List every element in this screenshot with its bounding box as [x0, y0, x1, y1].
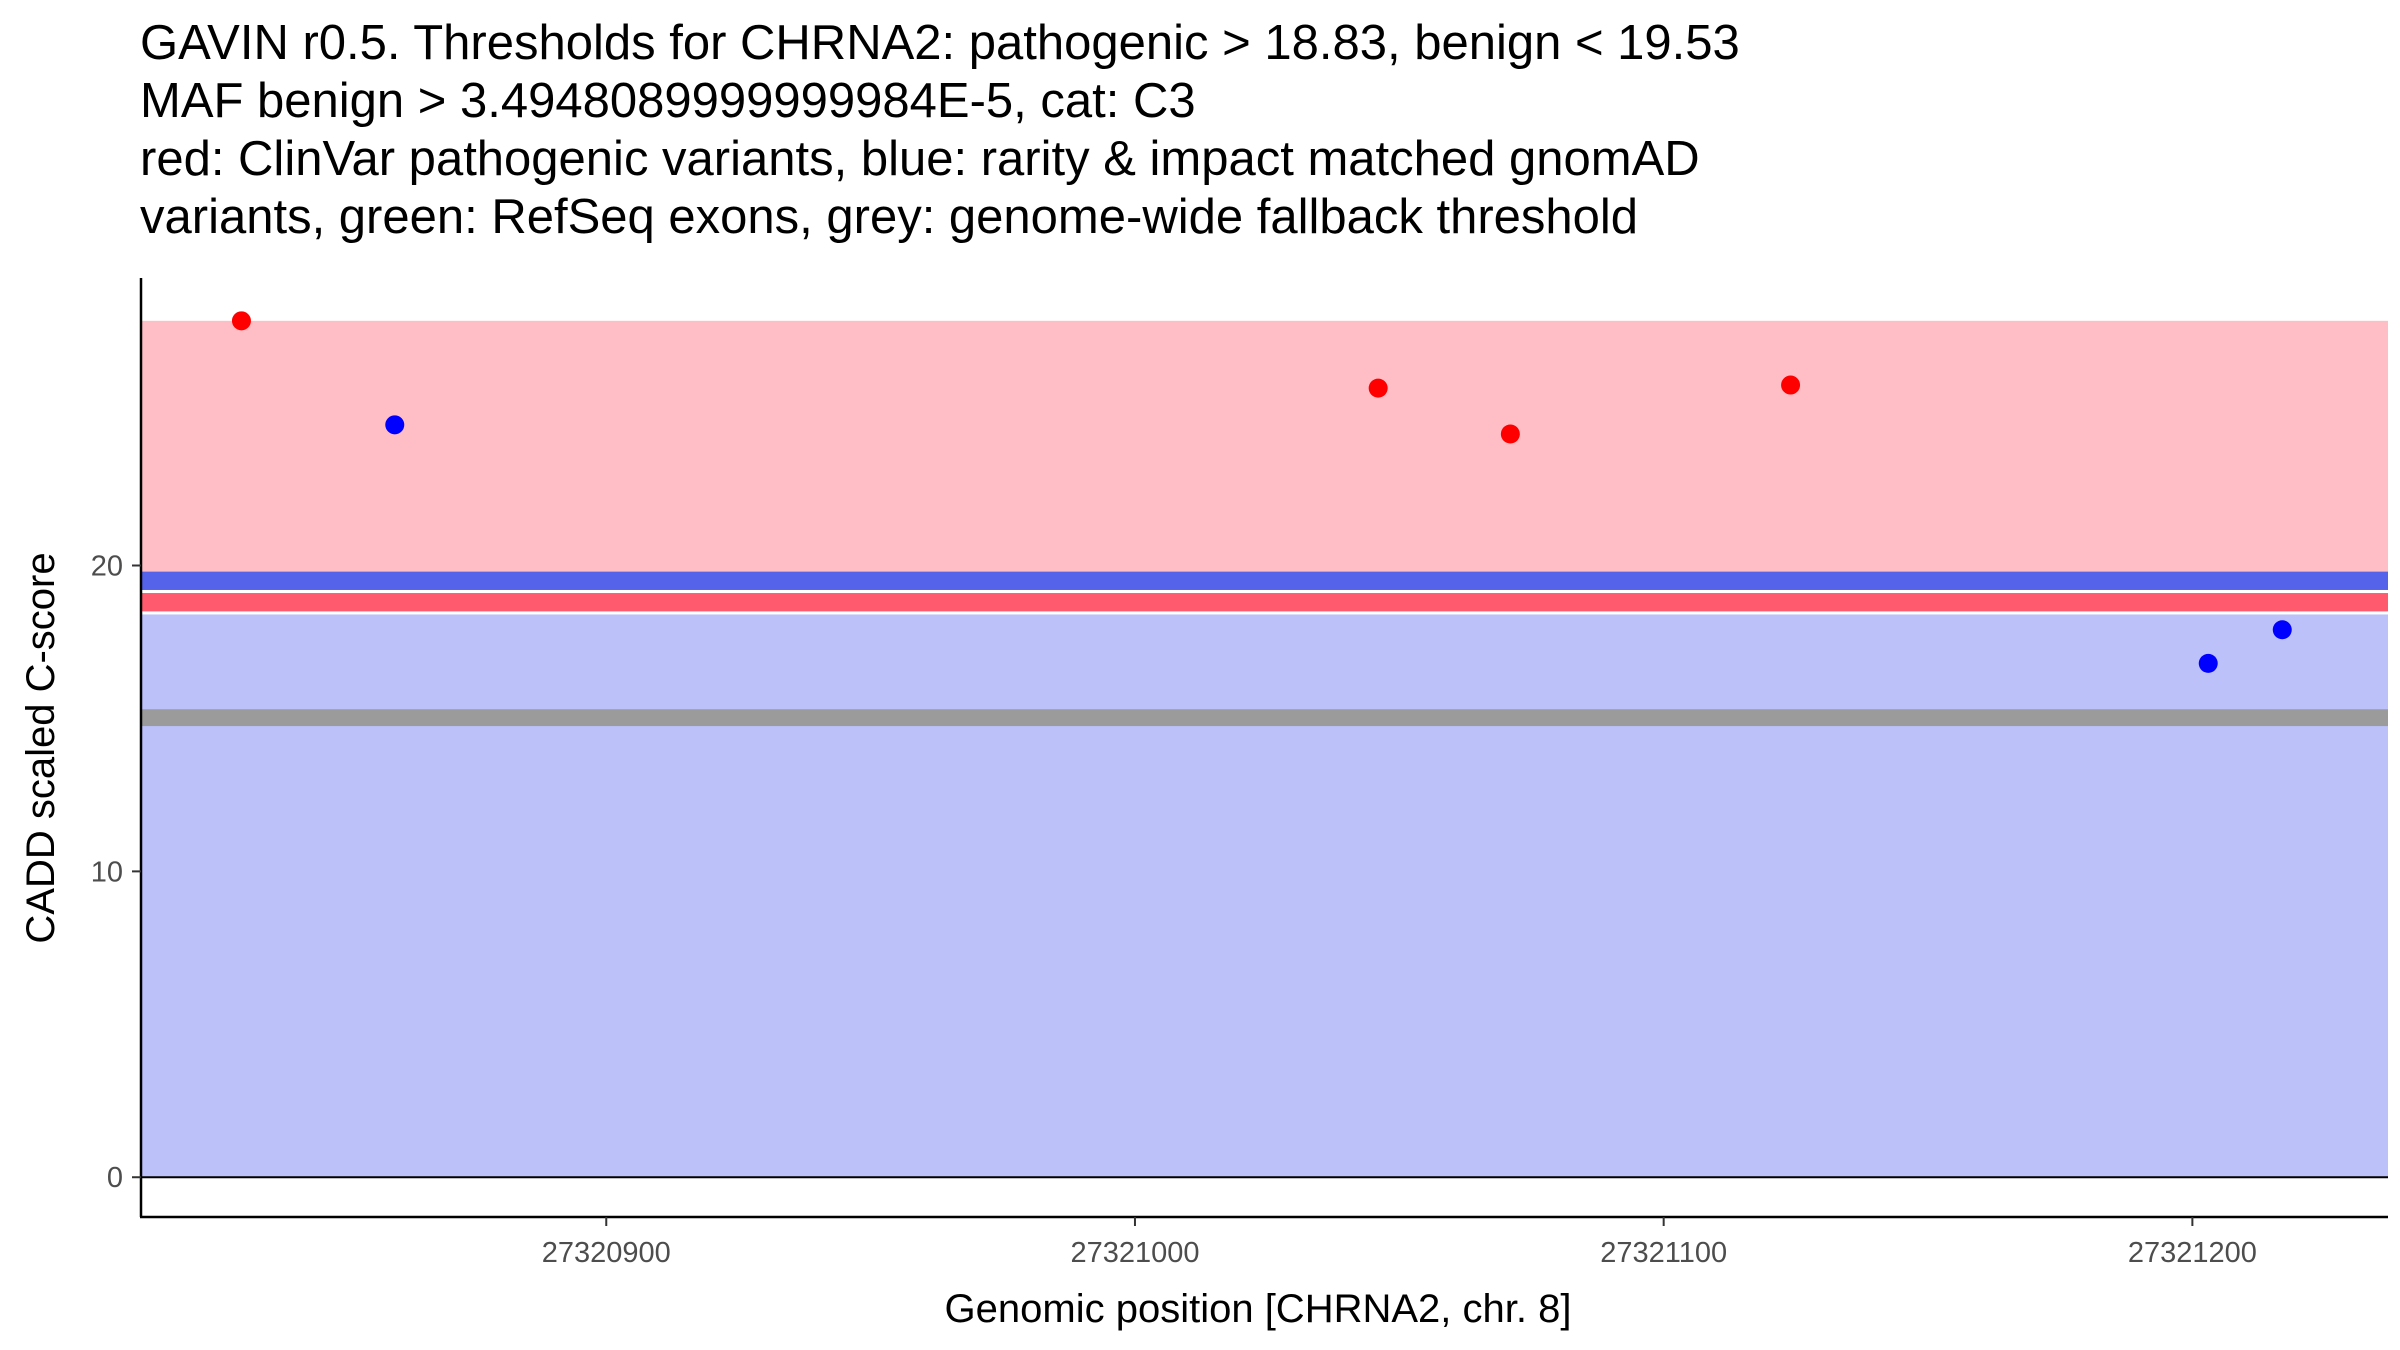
axes [139, 278, 2388, 1219]
y-tick-label: 20 [91, 551, 123, 583]
pathogenic-point-2 [1500, 424, 1520, 444]
data-points [231, 311, 2292, 673]
x-tick-label: 27321000 [1070, 1237, 1199, 1269]
x-tick-label: 27321100 [1600, 1237, 1727, 1269]
x-axis-title: Genomic position [CHRNA2, chr. 8] [945, 1287, 1572, 1331]
title-line-1: GAVIN r0.5. Thresholds for CHRNA2: patho… [140, 16, 1740, 70]
benign-point-0 [385, 415, 405, 435]
benign-threshold-band [141, 571, 2388, 590]
pathogenic-point-3 [1781, 375, 1801, 395]
pathogenic-point-0 [231, 311, 251, 331]
pathogenic-threshold-band [141, 593, 2388, 612]
threshold-regions [141, 320, 2388, 1178]
benign-point-2 [2272, 620, 2292, 640]
y-axis-ticks: 0 10 20 [91, 551, 141, 1194]
x-axis-ticks: 27320900 27321000 27321100 27321200 [542, 1217, 2257, 1269]
x-tick-label: 27320900 [542, 1237, 671, 1269]
chart-title: GAVIN r0.5. Thresholds for CHRNA2: patho… [140, 14, 2360, 246]
title-line-4: variants, green: RefSeq exons, grey: gen… [140, 190, 1639, 244]
benign-region [141, 614, 2388, 1178]
y-tick-label: 10 [91, 856, 123, 888]
title-line-3: red: ClinVar pathogenic variants, blue: … [140, 132, 1700, 186]
y-axis-title: CADD scaled C-score [19, 552, 63, 943]
fallback-threshold-band [141, 709, 2388, 727]
x-tick-label: 27321200 [2128, 1237, 2257, 1269]
pathogenic-point-1 [1368, 378, 1388, 398]
title-line-2: MAF benign > 3.4948089999999984E-5, cat:… [140, 74, 1196, 128]
pathogenic-region [141, 320, 2388, 580]
y-tick-label: 0 [107, 1162, 123, 1194]
benign-point-1 [2198, 653, 2218, 673]
